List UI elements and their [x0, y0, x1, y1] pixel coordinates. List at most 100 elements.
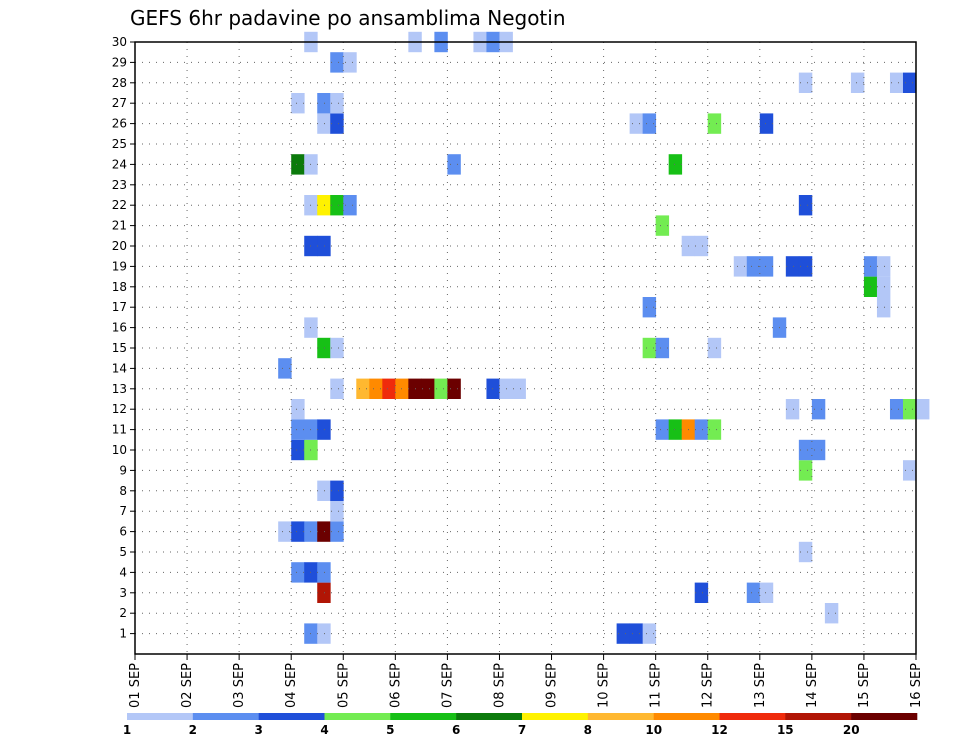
- heatmap-cell: [330, 113, 344, 134]
- x-tick-label: 16 SEP: [909, 663, 924, 708]
- heatmap-cell: [317, 337, 331, 359]
- heatmap-cell: [876, 256, 891, 277]
- y-tick-label: 19: [112, 259, 127, 273]
- heatmap-cell: [291, 93, 305, 114]
- heatmap-cell: [291, 562, 305, 583]
- x-tick-label: 15 SEP: [857, 663, 872, 708]
- heatmap-cell: [330, 378, 344, 399]
- heatmap-cell: [434, 378, 448, 399]
- heatmap-cell: [707, 419, 722, 440]
- heatmap-cell: [707, 113, 722, 134]
- y-tick-label: 6: [119, 525, 127, 539]
- heatmap-cell: [694, 235, 709, 257]
- colorbar-segment: [390, 713, 457, 720]
- colorbar-segment: [522, 713, 589, 720]
- heatmap-cell: [811, 439, 826, 461]
- heatmap-cell: [317, 419, 331, 440]
- heatmap-cell: [317, 480, 331, 501]
- heatmap-cell: [629, 113, 644, 134]
- heatmap-cell: [798, 460, 813, 481]
- y-tick-label: 20: [112, 239, 127, 253]
- y-tick-label: 5: [119, 545, 127, 559]
- x-tick-label: 12 SEP: [701, 663, 716, 708]
- heatmap-cell: [798, 72, 813, 93]
- y-tick-label: 1: [119, 627, 127, 641]
- heatmap-cell: [694, 582, 709, 603]
- heatmap-cell: [655, 337, 670, 359]
- heatmap-cell: [317, 521, 331, 542]
- colorbar: 1 2 3 4 5 6 7 8 10 12 15 20: [123, 713, 918, 737]
- colorbar-label: 8: [584, 723, 592, 737]
- heatmap-cell: [642, 113, 657, 134]
- colorbar-segment: [456, 713, 523, 720]
- heatmap-cell: [486, 378, 500, 399]
- heatmap-cell: [642, 297, 657, 318]
- y-tick-label: 4: [119, 565, 127, 579]
- colorbar-segment: [258, 713, 325, 720]
- heatmap-cell: [317, 562, 331, 583]
- heatmap-cell: [798, 256, 813, 277]
- heatmap-cell: [902, 460, 917, 481]
- y-axis-ticks: 1234567891011121314151617181920212223242…: [112, 35, 135, 641]
- heatmap-cell: [876, 276, 891, 297]
- y-tick-label: 3: [119, 586, 127, 600]
- colorbar-segment: [851, 713, 918, 720]
- x-tick-label: 09 SEP: [545, 663, 560, 708]
- y-tick-label: 12: [112, 402, 127, 416]
- y-tick-label: 11: [112, 423, 127, 437]
- x-tick-label: 10 SEP: [597, 663, 612, 708]
- x-tick-label: 05 SEP: [336, 663, 351, 708]
- colorbar-label: 2: [189, 723, 197, 737]
- y-tick-label: 30: [112, 35, 127, 49]
- colorbar-label: 3: [255, 723, 263, 737]
- colorbar-label: 15: [777, 723, 794, 737]
- y-tick-label: 23: [112, 178, 127, 192]
- x-tick-label: 11 SEP: [649, 663, 664, 708]
- x-tick-label: 07 SEP: [440, 663, 455, 708]
- colorbar-label: 12: [711, 723, 728, 737]
- heatmap-cell: [317, 93, 331, 114]
- colorbar-label: 4: [320, 723, 328, 737]
- y-tick-label: 7: [119, 504, 127, 518]
- heatmap-cell: [746, 256, 761, 277]
- heatmap-cell: [876, 297, 891, 318]
- heatmap-cell: [902, 399, 917, 420]
- colorbar-segment: [127, 713, 194, 720]
- y-tick-label: 8: [119, 484, 127, 498]
- heatmap-cells: [278, 31, 930, 644]
- heatmap-cell: [733, 256, 748, 277]
- colorbar-label: 10: [645, 723, 662, 737]
- heatmap-cell: [382, 378, 396, 399]
- heatmap-cell: [824, 603, 839, 624]
- heatmap-cell: [343, 195, 357, 216]
- x-tick-label: 06 SEP: [388, 663, 403, 708]
- heatmap-cell: [798, 541, 813, 563]
- heatmap-cell: [330, 501, 344, 522]
- heatmap-cell: [330, 195, 344, 216]
- heatmap-cell: [330, 52, 344, 73]
- colorbar-label: 7: [518, 723, 526, 737]
- heatmap-cell: [798, 195, 813, 216]
- y-tick-label: 18: [112, 280, 127, 294]
- x-tick-label: 13 SEP: [753, 663, 768, 708]
- x-tick-label: 08 SEP: [493, 663, 508, 708]
- colorbar-segment: [324, 713, 391, 720]
- colorbar-segment: [192, 713, 259, 720]
- heatmap-cell: [746, 582, 761, 603]
- heatmap-cell: [616, 623, 631, 644]
- heatmap-cell: [291, 521, 305, 542]
- heatmap-cell: [421, 378, 435, 399]
- heatmap-cell: [291, 419, 305, 440]
- colorbar-segment: [587, 713, 654, 720]
- x-tick-label: 04 SEP: [284, 663, 299, 708]
- x-axis-ticks: 01 SEP 02 SEP 03 SEP 04 SEP 05 SEP 06 SEP 07 S…: [128, 654, 924, 708]
- heatmap-cell: [759, 256, 774, 277]
- y-tick-label: 17: [112, 300, 127, 314]
- x-tick-label: 14 SEP: [805, 663, 820, 708]
- heatmap-cell: [759, 582, 774, 603]
- chart-title: GEFS 6hr padavine po ansamblima Negotin: [130, 6, 566, 30]
- heatmap-cell: [889, 399, 904, 420]
- heatmap-cell: [642, 337, 657, 359]
- heatmap-cell: [916, 399, 930, 420]
- heatmap-cell: [811, 399, 826, 420]
